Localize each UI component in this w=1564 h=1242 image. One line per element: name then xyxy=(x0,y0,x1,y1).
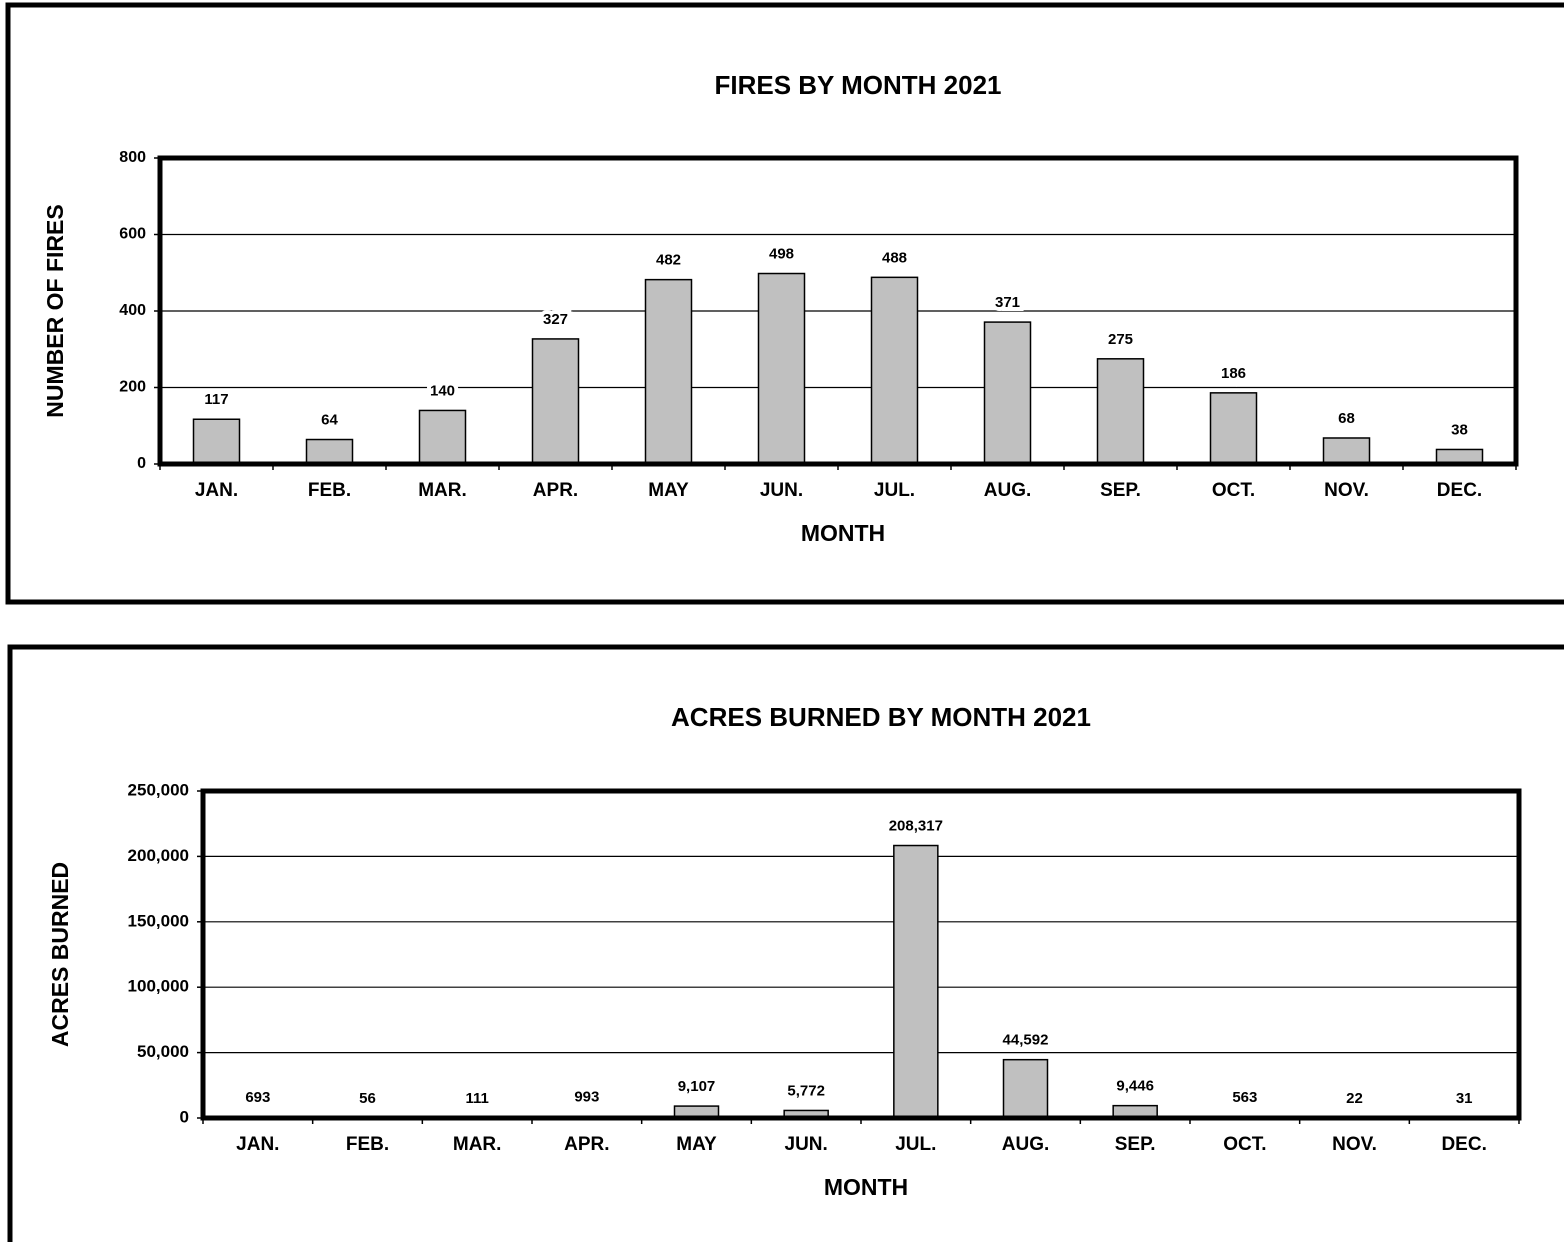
x-tick-label: AUG. xyxy=(984,480,1032,501)
bar xyxy=(192,418,241,465)
frame xyxy=(7,644,1564,1242)
plot-frame xyxy=(157,155,1519,467)
y-tick-label: 200,000 xyxy=(128,846,189,865)
y-tick-label: 250,000 xyxy=(128,780,189,799)
y-tick-label: 0 xyxy=(180,1107,189,1126)
y-tick-label: 150,000 xyxy=(128,911,189,930)
data-label: 5,772 xyxy=(787,1082,825,1099)
data-label: 275 xyxy=(1108,331,1133,348)
x-axis-label: MONTH xyxy=(801,520,885,546)
x-tick-label: JUL. xyxy=(895,1134,936,1155)
bar xyxy=(1002,1058,1049,1119)
data-label: 498 xyxy=(769,245,794,262)
data-label: 64 xyxy=(321,411,338,428)
x-tick-label: DEC. xyxy=(1437,480,1482,501)
bar xyxy=(1209,392,1258,465)
bar xyxy=(418,409,467,465)
data-label: 56 xyxy=(359,1090,376,1107)
y-axis-label: NUMBER OF FIRES xyxy=(42,204,68,417)
frame xyxy=(5,2,1564,605)
x-tick-label: OCT. xyxy=(1212,480,1255,501)
x-tick-label: OCT. xyxy=(1223,1134,1266,1155)
x-tick-label: NOV. xyxy=(1332,1134,1377,1155)
data-label: 208,317 xyxy=(889,817,943,834)
bar xyxy=(644,278,693,465)
y-tick-label: 50,000 xyxy=(137,1042,189,1061)
x-tick-label: AUG. xyxy=(1002,1134,1050,1155)
y-axis-label: ACRES BURNED xyxy=(47,862,73,1047)
bar xyxy=(757,272,806,465)
x-tick-label: SEP. xyxy=(1100,480,1141,501)
data-label: 488 xyxy=(882,249,907,266)
x-tick-label: APR. xyxy=(564,1134,609,1155)
data-label: 38 xyxy=(1451,421,1468,438)
bar xyxy=(893,844,939,1119)
bar xyxy=(983,321,1032,465)
y-tick-label: 0 xyxy=(137,455,146,472)
bar xyxy=(870,276,919,465)
data-label: 371 xyxy=(995,294,1020,311)
x-tick-label: MAY xyxy=(676,1134,717,1155)
data-label: 111 xyxy=(465,1090,488,1107)
data-label: 9,107 xyxy=(678,1078,716,1095)
x-tick-label: MAY xyxy=(648,480,689,501)
data-label: 22 xyxy=(1346,1090,1363,1107)
x-tick-label: JUL. xyxy=(874,480,915,501)
data-label: 993 xyxy=(574,1089,599,1106)
bar xyxy=(531,338,580,465)
bar xyxy=(305,438,354,465)
y-tick-label: 100,000 xyxy=(128,977,189,996)
x-tick-label: APR. xyxy=(533,480,578,501)
x-tick-label: NOV. xyxy=(1324,480,1369,501)
chart-title: ACRES BURNED BY MONTH 2021 xyxy=(671,702,1091,732)
y-tick-label: 400 xyxy=(119,302,146,319)
data-label: 44,592 xyxy=(1003,1032,1049,1049)
x-tick-label: JAN. xyxy=(236,1134,279,1155)
x-axis-label: MONTH xyxy=(824,1174,908,1200)
data-label: 693 xyxy=(245,1089,270,1106)
plot-frame xyxy=(200,788,1522,1121)
x-tick-label: MAR. xyxy=(453,1134,502,1155)
data-label: 68 xyxy=(1338,410,1355,427)
y-tick-label: 800 xyxy=(119,149,146,166)
x-tick-label: SEP. xyxy=(1115,1134,1156,1155)
x-tick-label: DEC. xyxy=(1441,1134,1486,1155)
data-label: 563 xyxy=(1232,1089,1257,1106)
data-label: 31 xyxy=(1456,1090,1473,1107)
x-tick-label: JUN. xyxy=(785,1134,828,1155)
data-label: 482 xyxy=(656,252,681,269)
data-label: 9,446 xyxy=(1116,1078,1154,1095)
x-tick-label: MAR. xyxy=(418,480,467,501)
data-label: 327 xyxy=(543,311,568,328)
y-tick-label: 200 xyxy=(119,379,146,396)
x-tick-label: JAN. xyxy=(195,480,238,501)
chart-title: FIRES BY MONTH 2021 xyxy=(714,70,1001,100)
y-tick-label: 600 xyxy=(119,226,146,243)
bar xyxy=(1322,437,1371,465)
data-label: 140 xyxy=(430,382,455,399)
data-label: 117 xyxy=(204,391,228,408)
x-tick-label: FEB. xyxy=(308,480,351,501)
data-label: 186 xyxy=(1221,365,1246,382)
x-tick-label: JUN. xyxy=(760,480,803,501)
x-tick-label: FEB. xyxy=(346,1134,389,1155)
bar xyxy=(1096,358,1145,465)
